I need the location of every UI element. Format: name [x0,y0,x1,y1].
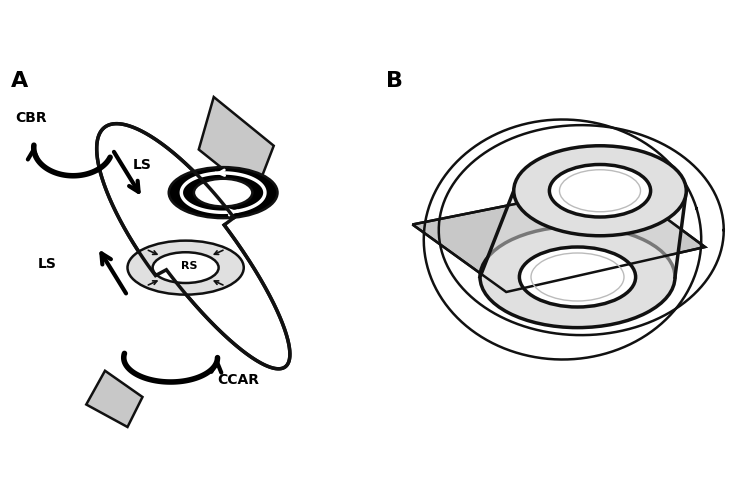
Ellipse shape [480,226,675,328]
Text: B: B [386,71,404,91]
Ellipse shape [169,167,278,218]
Polygon shape [199,97,274,195]
Text: CBR: CBR [15,111,46,124]
Polygon shape [97,124,290,369]
Text: A: A [11,71,28,91]
Text: CCAR: CCAR [217,373,259,387]
Ellipse shape [549,165,650,217]
Text: CS: CS [211,186,227,196]
Polygon shape [413,183,705,292]
Ellipse shape [194,179,252,206]
Ellipse shape [514,146,686,236]
Text: RS: RS [182,261,198,271]
Polygon shape [480,191,686,277]
Text: LS: LS [38,257,56,271]
Ellipse shape [153,252,219,283]
Polygon shape [86,371,142,427]
Text: LS: LS [134,158,152,171]
Ellipse shape [519,247,635,307]
Ellipse shape [128,241,244,294]
